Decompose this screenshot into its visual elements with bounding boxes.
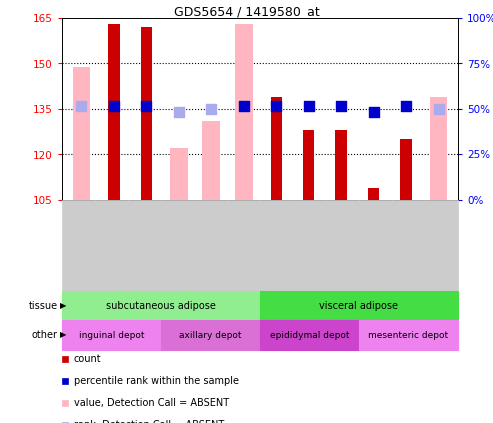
Text: epididymal depot: epididymal depot xyxy=(270,330,349,340)
Point xyxy=(305,103,313,110)
Text: inguinal depot: inguinal depot xyxy=(79,330,144,340)
Bar xyxy=(108,24,120,200)
Bar xyxy=(203,121,220,200)
Point xyxy=(77,103,85,110)
Point xyxy=(337,103,345,110)
Text: ▶: ▶ xyxy=(60,330,67,340)
Bar xyxy=(141,27,152,200)
Point xyxy=(240,103,247,110)
Bar xyxy=(72,66,90,200)
Point xyxy=(110,103,118,110)
Text: visceral adipose: visceral adipose xyxy=(319,300,398,310)
Bar xyxy=(429,97,448,200)
Text: axillary depot: axillary depot xyxy=(179,330,242,340)
Bar xyxy=(303,130,315,200)
Text: count: count xyxy=(73,354,101,364)
Text: subcutaneous adipose: subcutaneous adipose xyxy=(106,300,216,310)
Text: percentile rank within the sample: percentile rank within the sample xyxy=(73,376,239,386)
Point xyxy=(435,106,443,113)
Bar xyxy=(368,188,379,200)
Point xyxy=(175,109,183,115)
Bar xyxy=(235,24,253,200)
Bar xyxy=(271,97,282,200)
Text: other: other xyxy=(32,330,58,340)
Text: rank, Detection Call = ABSENT: rank, Detection Call = ABSENT xyxy=(73,420,224,423)
Point xyxy=(402,103,410,110)
Text: GDS5654 / 1419580_at: GDS5654 / 1419580_at xyxy=(174,5,319,18)
Text: tissue: tissue xyxy=(29,300,58,310)
Point xyxy=(370,109,378,115)
Text: mesenteric depot: mesenteric depot xyxy=(368,330,449,340)
Text: ▶: ▶ xyxy=(60,301,67,310)
Point xyxy=(272,103,280,110)
Text: value, Detection Call = ABSENT: value, Detection Call = ABSENT xyxy=(73,398,229,408)
Point xyxy=(208,106,215,113)
Bar xyxy=(335,130,347,200)
Bar xyxy=(170,148,188,200)
Point xyxy=(142,103,150,110)
Bar xyxy=(400,139,412,200)
